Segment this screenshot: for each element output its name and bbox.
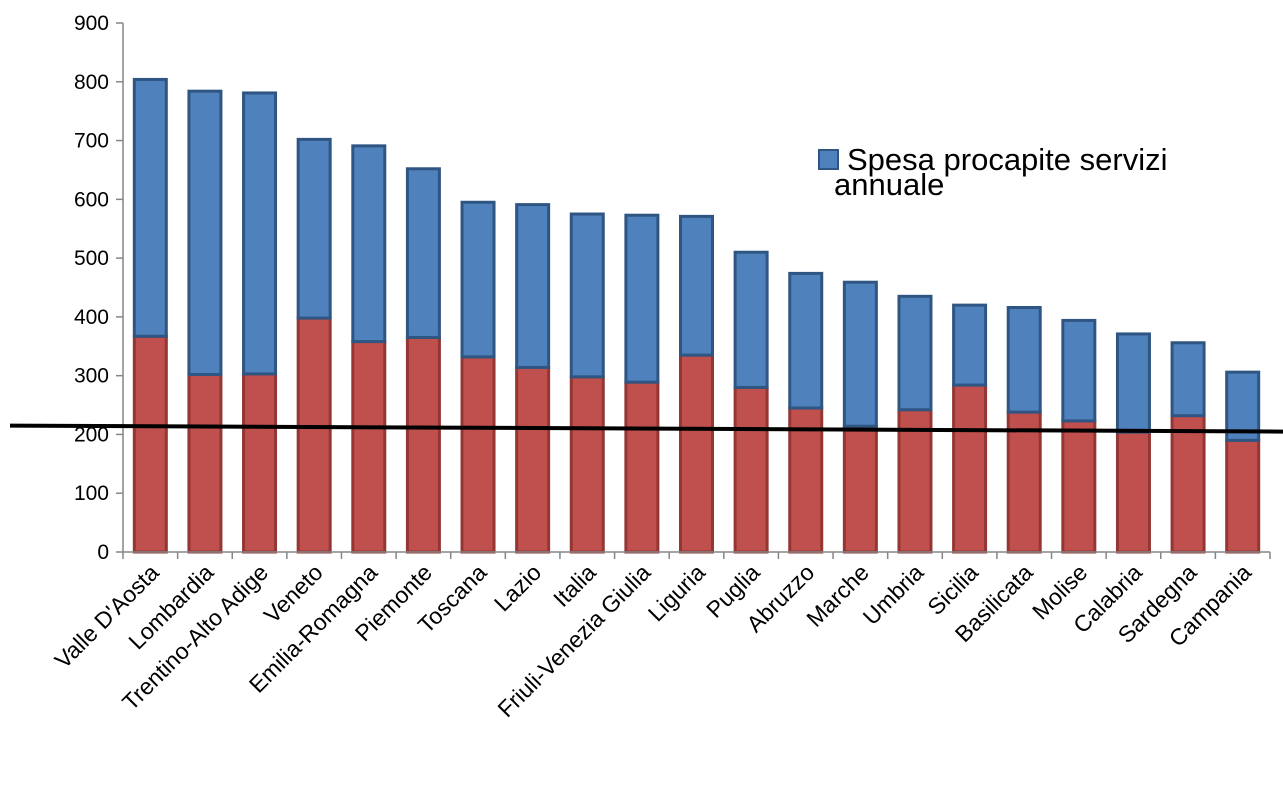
bars — [132, 77, 1261, 554]
bar-upper-segment — [624, 213, 660, 384]
bar-upper-segment — [1061, 318, 1097, 423]
bar-lower-segment — [1061, 419, 1097, 554]
y-tick-label: 800 — [74, 71, 109, 94]
y-tick-label: 300 — [74, 365, 109, 388]
reference-line — [9, 423, 1283, 434]
bar-lower-segment — [1006, 410, 1042, 554]
bar-upper-segment — [405, 167, 441, 339]
bar-lower-segment — [1115, 430, 1151, 554]
x-tick-label: Marche — [801, 559, 874, 632]
y-tick-label: 500 — [74, 247, 109, 270]
bar-upper-segment — [897, 294, 933, 412]
bar-lower-segment — [242, 372, 278, 554]
bar-lower-segment — [1225, 438, 1261, 554]
y-tick-label: 400 — [74, 306, 109, 329]
bar-lower-segment — [515, 365, 551, 554]
bar-upper-segment — [1170, 341, 1206, 418]
bar-upper-segment — [351, 144, 387, 344]
bar-lower-segment — [296, 316, 332, 554]
bar-upper-segment — [460, 200, 496, 359]
bar-lower-segment — [733, 385, 769, 554]
y-tick-label: 200 — [74, 423, 109, 446]
bar-upper-segment — [187, 89, 223, 376]
bar-lower-segment — [187, 372, 223, 554]
y-tick-label: 900 — [74, 12, 109, 35]
bar-lower-segment — [679, 353, 714, 554]
bar-lower-segment — [952, 383, 988, 554]
y-tick-label: 600 — [74, 188, 109, 211]
y-axis: 0 100 200 300 400 500 600 700 800 900 — [74, 12, 124, 564]
legend-label-line-1: Spesa procapite servizi — [847, 142, 1168, 177]
legend-swatch — [818, 149, 839, 170]
bar-upper-segment — [952, 303, 988, 387]
bar-lower-segment — [569, 375, 605, 554]
x-tick-label: Lazio — [489, 559, 546, 616]
bar-lower-segment — [132, 334, 168, 554]
bar-upper-segment — [242, 91, 278, 376]
bar-upper-segment — [132, 77, 168, 338]
bar-lower-segment — [788, 406, 824, 554]
bar-upper-segment — [515, 203, 551, 369]
bar-upper-segment — [1225, 370, 1261, 442]
y-tick-label: 700 — [74, 130, 109, 153]
bar-upper-segment — [733, 250, 769, 389]
bar-upper-segment — [569, 212, 605, 379]
bar-upper-segment — [788, 271, 824, 410]
bar-upper-segment — [296, 137, 332, 320]
bar-lower-segment — [351, 340, 387, 554]
bar-upper-segment — [1115, 332, 1151, 434]
reference-line-group — [9, 423, 1283, 434]
bar-lower-segment — [624, 380, 660, 554]
y-tick-label: 100 — [74, 482, 109, 505]
bar-upper-segment — [679, 214, 714, 357]
x-tick-label: Liguria — [643, 559, 710, 626]
bar-lower-segment — [1170, 414, 1206, 554]
bar-upper-segment — [842, 280, 878, 428]
x-tick-label: Umbria — [858, 559, 929, 630]
legend: Spesa procapite servizi annuale — [818, 142, 1168, 202]
y-tick-label: 0 — [97, 541, 109, 564]
legend-label-line-2: annuale — [834, 167, 944, 202]
bar-upper-segment — [1006, 305, 1042, 414]
bar-lower-segment — [842, 424, 878, 554]
bar-lower-segment — [460, 355, 496, 554]
bar-lower-segment — [405, 335, 441, 554]
